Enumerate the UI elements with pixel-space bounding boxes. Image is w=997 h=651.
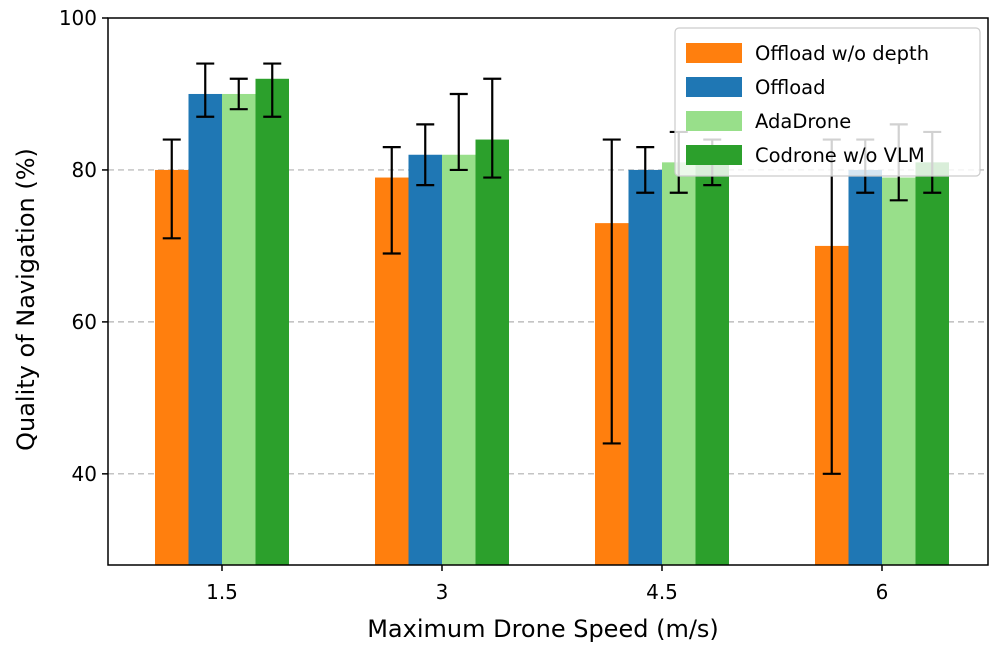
legend-label: Codrone w/o VLM <box>755 144 925 167</box>
legend-box <box>674 27 981 177</box>
x-tick-label: 4.5 <box>646 580 678 604</box>
y-axis-label: Quality of Navigation (%) <box>12 148 40 451</box>
bar <box>188 93 222 565</box>
y-axis-ticks: 40 60 80 100 <box>59 6 108 486</box>
x-axis-label: Maximum Drone Speed (m/s) <box>367 615 719 643</box>
bar <box>882 177 916 565</box>
bar <box>848 169 882 565</box>
legend-label: AdaDrone <box>755 110 851 133</box>
legend-swatch <box>686 43 742 63</box>
x-tick-label: 6 <box>876 580 889 604</box>
legend-label: Offload <box>755 76 825 99</box>
plot-frame <box>107 17 989 566</box>
legend-swatch <box>686 145 742 165</box>
x-tick-label: 3 <box>436 580 449 604</box>
bar <box>662 162 696 565</box>
legend: Offload w/o depth Offload AdaDrone Codrone … <box>674 27 981 177</box>
bar <box>408 154 442 565</box>
legend-swatch <box>686 77 742 97</box>
y-tick-label: 80 <box>72 158 97 182</box>
x-axis-ticks: 1.5 3 4.5 6 <box>206 565 888 604</box>
legend-swatch <box>686 111 742 131</box>
legend-label: Offload w/o depth <box>755 42 929 65</box>
y-tick-label: 40 <box>72 462 97 486</box>
x-tick-label: 1.5 <box>206 580 238 604</box>
y-tick-label: 60 <box>72 310 97 334</box>
bar <box>475 139 509 566</box>
y-tick-label: 100 <box>59 6 97 30</box>
bar <box>915 162 949 565</box>
bar <box>442 154 476 565</box>
bar <box>628 169 662 565</box>
bar <box>695 162 729 565</box>
bars <box>155 78 949 566</box>
bar <box>222 93 256 565</box>
bar <box>255 78 289 566</box>
